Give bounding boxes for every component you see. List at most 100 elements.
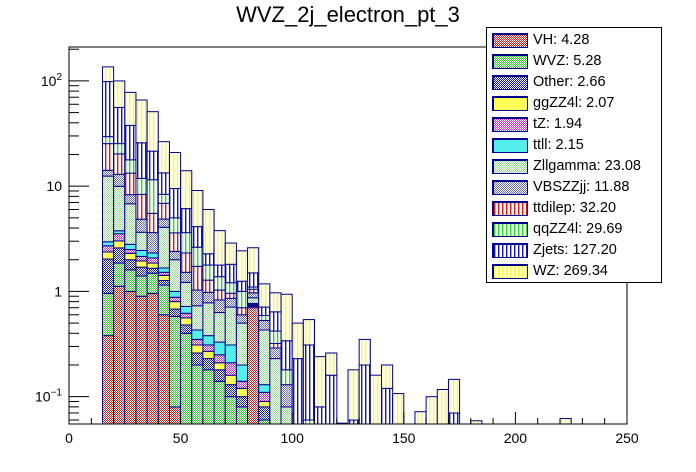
bar-zllgamma-bin-90 bbox=[269, 358, 282, 424]
bar-other-bin-75 bbox=[235, 396, 249, 408]
bar-zjets-bin-35 bbox=[146, 150, 159, 181]
bar-qqzz4l-bin-20 bbox=[113, 143, 126, 155]
bar-qqzz4l-bin-15 bbox=[101, 136, 115, 145]
bar-qqzz4l-bin-35 bbox=[146, 179, 159, 214]
bar-ttdilep-bin-65 bbox=[213, 289, 226, 301]
bar-tz-bin-20 bbox=[113, 233, 126, 242]
bar-zjets-bin-65 bbox=[213, 264, 226, 278]
bar-zjets-bin-110 bbox=[314, 406, 327, 424]
bar-qqzz4l-bin-105 bbox=[302, 419, 316, 424]
legend-entry-vh: VH: 4.28 bbox=[492, 30, 589, 50]
bar-wz-bin-90 bbox=[269, 292, 282, 313]
bar-vh-bin-15 bbox=[101, 335, 115, 424]
bar-vbszzjj-bin-25 bbox=[124, 194, 137, 205]
bar-ggzz4l-bin-40 bbox=[157, 274, 170, 281]
bar-other-bin-50 bbox=[180, 324, 193, 334]
bar-vbszzjj-bin-35 bbox=[146, 232, 159, 254]
bar-zllgamma-bin-45 bbox=[168, 259, 182, 292]
bar-tz-bin-70 bbox=[224, 362, 237, 376]
bar-wvz-bin-20 bbox=[113, 262, 126, 287]
bar-zllgamma-bin-40 bbox=[157, 226, 170, 269]
legend-entry-ttll: ttll: 2.15 bbox=[492, 135, 584, 155]
legend-swatch bbox=[492, 95, 528, 111]
bar-qqzz4l-bin-70 bbox=[224, 282, 237, 294]
bar-zllgamma-bin-50 bbox=[180, 281, 193, 307]
legend-label: ttdilep: 32.20 bbox=[533, 200, 617, 216]
legend-label: ggZZ4l: 2.07 bbox=[533, 95, 615, 111]
y-tick-label: 10 bbox=[46, 178, 62, 194]
chart-title: WVZ_2j_electron_pt_3 bbox=[236, 2, 460, 27]
bar-ggzz4l-bin-85 bbox=[258, 400, 271, 408]
legend-swatch bbox=[492, 242, 528, 258]
legend-label: Zllgamma: 23.08 bbox=[533, 158, 641, 174]
bar-zjets-bin-40 bbox=[157, 172, 170, 195]
x-tick-label: 150 bbox=[392, 430, 416, 446]
bar-wz-bin-50 bbox=[180, 170, 193, 210]
bar-wz-bin-80 bbox=[247, 247, 260, 274]
bar-wz-bin-35 bbox=[146, 111, 159, 152]
bar-qqzz4l-bin-60 bbox=[202, 264, 215, 281]
bar-wz-bin-45 bbox=[168, 151, 182, 190]
bar-ggzz4l-bin-35 bbox=[146, 262, 159, 269]
bar-wz-bin-55 bbox=[191, 189, 204, 228]
bar-zjets-bin-75 bbox=[235, 280, 249, 292]
legend-label: qqZZ4l: 29.69 bbox=[533, 221, 623, 237]
bar-zjets-bin-45 bbox=[168, 188, 182, 219]
bar-qqzz4l-bin-25 bbox=[124, 159, 137, 174]
bar-tz-bin-30 bbox=[135, 255, 148, 262]
bar-tz-bin-45 bbox=[168, 296, 182, 303]
bar-zllgamma-bin-20 bbox=[113, 185, 126, 232]
bar-zllgamma-bin-55 bbox=[191, 305, 204, 331]
bar-ttdilep-bin-35 bbox=[146, 212, 159, 234]
bar-zjets-bin-15 bbox=[101, 81, 115, 138]
bar-wvz-bin-15 bbox=[101, 292, 115, 337]
legend-label: VH: 4.28 bbox=[533, 32, 590, 48]
legend-swatch bbox=[492, 179, 528, 195]
bar-wz-bin-60 bbox=[202, 209, 215, 255]
bar-tz-bin-60 bbox=[202, 344, 215, 352]
bar-ttdilep-bin-60 bbox=[202, 279, 215, 293]
bar-wz-bin-25 bbox=[124, 91, 137, 126]
bar-tz-bin-55 bbox=[191, 338, 204, 346]
bar-zjets-bin-90 bbox=[269, 311, 282, 332]
bar-wvz-bin-35 bbox=[146, 272, 159, 294]
legend-entry-ggzz4l: ggZZ4l: 2.07 bbox=[492, 93, 614, 113]
bar-wz-bin-75 bbox=[235, 250, 249, 282]
bar-qqzz4l-bin-40 bbox=[157, 193, 170, 204]
legend-swatch bbox=[492, 158, 528, 174]
bar-wz-bin-220 bbox=[559, 418, 572, 424]
bar-other-bin-35 bbox=[146, 267, 159, 274]
bar-other-bin-65 bbox=[213, 369, 226, 382]
bar-tz-bin-65 bbox=[213, 354, 226, 364]
bar-ggzz4l-bin-65 bbox=[213, 362, 226, 371]
bar-wvz-bin-30 bbox=[135, 275, 148, 297]
bar-wz-bin-155 bbox=[414, 411, 427, 424]
bar-zjets-bin-80 bbox=[247, 272, 260, 288]
y-tick-label: 1 bbox=[54, 283, 62, 299]
legend-entry-tz: tZ: 1.94 bbox=[492, 114, 582, 134]
bar-ttdilep-bin-40 bbox=[157, 202, 170, 220]
bar-wz-bin-70 bbox=[224, 242, 237, 265]
bar-ttll-bin-75 bbox=[235, 364, 249, 382]
bar-ttll-bin-25 bbox=[124, 243, 137, 251]
bar-zjets-bin-115 bbox=[325, 374, 338, 424]
bar-other-bin-25 bbox=[124, 259, 137, 271]
legend-entry-wz: WZ: 269.34 bbox=[492, 261, 608, 281]
legend-swatch bbox=[492, 53, 528, 69]
bar-vbszzjj-bin-85 bbox=[258, 319, 271, 331]
bar-wz-bin-135 bbox=[369, 374, 382, 424]
bar-other-bin-85 bbox=[258, 406, 271, 421]
legend-swatch bbox=[492, 263, 528, 279]
bar-other-bin-20 bbox=[113, 247, 126, 264]
bar-wz-bin-95 bbox=[280, 293, 293, 342]
bar-vbszzjj-bin-90 bbox=[269, 347, 282, 360]
bar-vh-bin-25 bbox=[124, 290, 137, 424]
legend-label: VBSZZjj: 11.88 bbox=[533, 179, 630, 195]
bar-ggzz4l-bin-15 bbox=[101, 251, 115, 260]
bar-ttll-bin-35 bbox=[146, 252, 159, 259]
bar-tz-bin-35 bbox=[146, 257, 159, 264]
legend-entry-other: Other: 2.66 bbox=[492, 72, 606, 92]
bar-zjets-bin-130 bbox=[358, 364, 371, 424]
bar-qqzz4l-bin-75 bbox=[235, 290, 249, 309]
bar-wvz-bin-55 bbox=[191, 364, 204, 424]
